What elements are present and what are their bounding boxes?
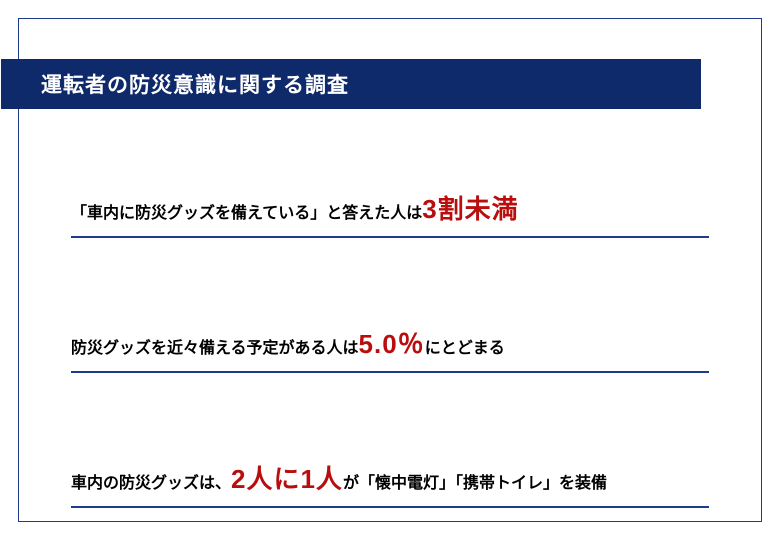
finding-emphasis: 2人に1人	[231, 459, 343, 496]
finding-post-text: が「懐中電灯」「携帯トイレ」を装備	[343, 469, 607, 493]
finding-emphasis: 5.0％	[359, 324, 425, 361]
slide-title: 運転者の防災意識に関する調査	[41, 69, 349, 99]
finding-row: 「車内に防災グッズを備えている」と答えた人は 3割未満	[71, 189, 709, 238]
title-bar: 運転者の防災意識に関する調査	[1, 59, 701, 109]
finding-row: 防災グッズを近々備える予定がある人は 5.0％ にとどまる	[71, 324, 709, 373]
content-area: 「車内に防災グッズを備えている」と答えた人は 3割未満 防災グッズを近々備える予…	[71, 189, 709, 508]
finding-pre-text: 防災グッズを近々備える予定がある人は	[71, 334, 359, 358]
finding-post-text: にとどまる	[425, 334, 505, 358]
finding-row: 車内の防災グッズは、 2人に1人 が「懐中電灯」「携帯トイレ」を装備	[71, 459, 709, 508]
finding-pre-text: 「車内に防災グッズを備えている」と答えた人は	[71, 199, 422, 223]
slide-frame: 運転者の防災意識に関する調査 「車内に防災グッズを備えている」と答えた人は 3割…	[18, 18, 762, 522]
finding-pre-text: 車内の防災グッズは、	[71, 469, 231, 493]
finding-emphasis: 3割未満	[422, 189, 518, 226]
